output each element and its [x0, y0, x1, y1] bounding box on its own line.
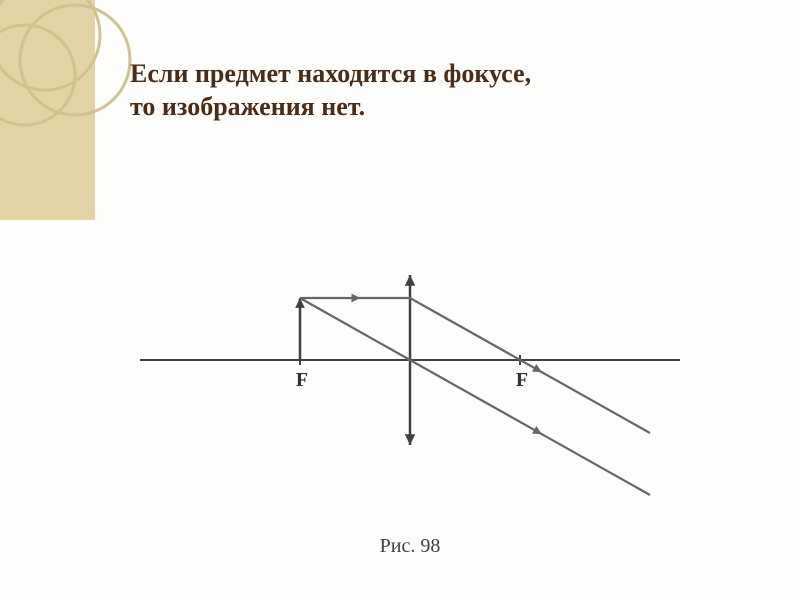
ornament-ring-3 [0, 25, 75, 125]
svg-text:F: F [296, 369, 308, 391]
title-line-2: то изображения нет. [130, 91, 770, 124]
svg-text:F: F [516, 369, 528, 391]
ornament-ring-2 [20, 5, 130, 115]
figure-caption: Рис. 98 [130, 535, 690, 558]
slide-title: Если предмет находится в фокусе, то изоб… [130, 58, 770, 123]
ray-diagram-svg: FF [130, 170, 690, 530]
title-line-1: Если предмет находится в фокусе, [130, 58, 770, 91]
ornament-ring-1 [0, 0, 100, 90]
ray-diagram-figure: FF Рис. 98 [130, 170, 690, 530]
corner-ornament [0, 0, 140, 220]
sidebar-block [0, 0, 95, 220]
slide: Если предмет находится в фокусе, то изоб… [0, 0, 800, 600]
